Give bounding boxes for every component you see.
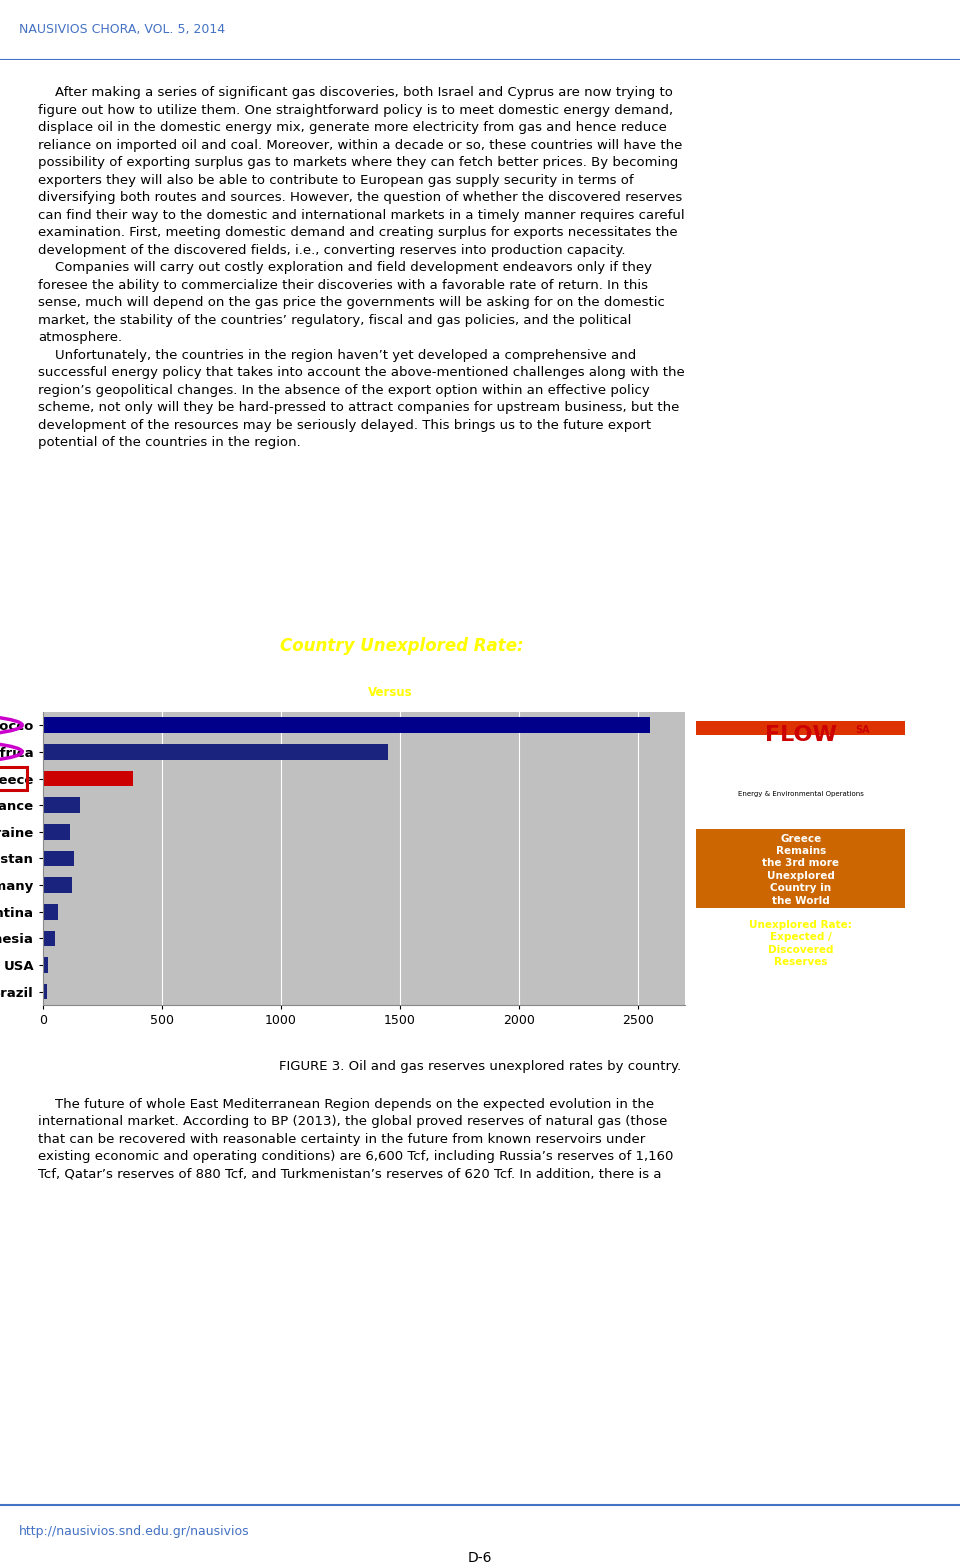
- Bar: [43, 745, 388, 759]
- FancyBboxPatch shape: [696, 829, 905, 908]
- Bar: [43, 958, 48, 972]
- Bar: [43, 905, 59, 919]
- Bar: [43, 718, 650, 732]
- Bar: [43, 985, 47, 999]
- Text: http://nausivios.snd.edu.gr/nausivios: http://nausivios.snd.edu.gr/nausivios: [19, 1526, 250, 1538]
- Bar: [43, 931, 55, 946]
- Text: Versus: Versus: [368, 687, 413, 699]
- Bar: [43, 798, 80, 812]
- Text: Greece
Remains
the 3rd more
Unexplored
Country in
the World: Greece Remains the 3rd more Unexplored C…: [762, 834, 839, 906]
- Text: Energy & Environmental Operations: Energy & Environmental Operations: [738, 790, 864, 797]
- Text: D-6: D-6: [468, 1551, 492, 1565]
- Text: NAUSIVIOS CHORA, VOL. 5, 2014: NAUSIVIOS CHORA, VOL. 5, 2014: [19, 24, 226, 36]
- FancyBboxPatch shape: [696, 721, 905, 735]
- Bar: [43, 771, 133, 786]
- Text: The future of whole East Mediterranean Region depends on the expected evolution : The future of whole East Mediterranean R…: [38, 1098, 674, 1181]
- Bar: [43, 825, 70, 839]
- Bar: [43, 878, 72, 892]
- Text: Unexplored Rate:
Expected /
Discovered
Reserves: Unexplored Rate: Expected / Discovered R…: [749, 920, 852, 967]
- Text: FLOW: FLOW: [765, 724, 837, 745]
- Bar: [43, 851, 74, 866]
- Text: SA: SA: [855, 724, 870, 735]
- Text: Yet to Find Oil & Gas Reserves Versus Already Discovered Oil & Gas Reserves: Yet to Find Oil & Gas Reserves Versus Al…: [145, 687, 658, 699]
- FancyBboxPatch shape: [696, 721, 905, 820]
- Text: FIGURE 3. Oil and gas reserves unexplored rates by country.: FIGURE 3. Oil and gas reserves unexplore…: [279, 1060, 681, 1073]
- Text: Country Unexplored Rate:: Country Unexplored Rate:: [279, 637, 523, 655]
- Text: After making a series of significant gas discoveries, both Israel and Cyprus are: After making a series of significant gas…: [38, 86, 685, 450]
